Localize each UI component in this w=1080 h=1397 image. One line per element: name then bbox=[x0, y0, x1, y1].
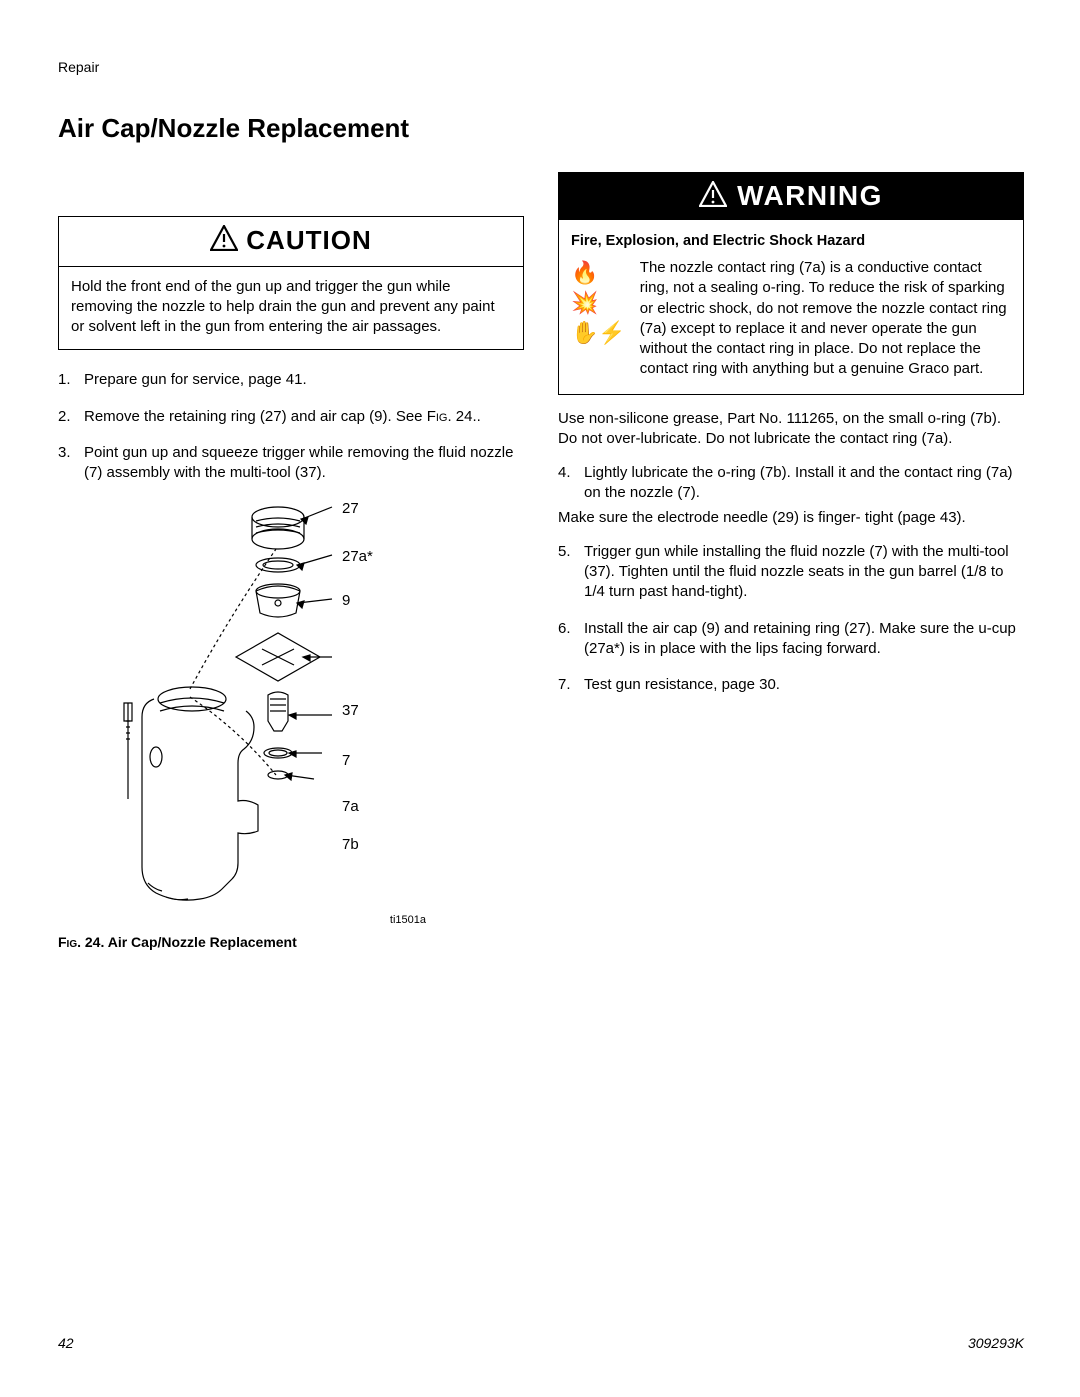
warning-box: WARNING Fire, Explosion, and Electric Sh… bbox=[558, 172, 1024, 395]
warning-triangle-icon bbox=[699, 179, 727, 217]
step-1: Prepare gun for service, page 41. bbox=[58, 370, 524, 390]
figure-ref: ti1501a bbox=[390, 913, 426, 928]
caution-title: CAUTION bbox=[246, 225, 371, 255]
lubrication-note: Use non-silicone grease, Part No. 111265… bbox=[558, 409, 1024, 450]
figure-caption: Fig. 24. Air Cap/Nozzle Replacement bbox=[58, 933, 524, 952]
warning-subhead: Fire, Explosion, and Electric Shock Haza… bbox=[559, 220, 1023, 258]
caution-header: CAUTION bbox=[59, 217, 523, 267]
caution-body: Hold the front end of the gun up and tri… bbox=[59, 267, 523, 350]
callout-37: 37 bbox=[342, 701, 359, 721]
warning-triangle-icon bbox=[210, 225, 238, 260]
right-column: WARNING Fire, Explosion, and Electric Sh… bbox=[558, 172, 1024, 952]
warning-title: WARNING bbox=[737, 180, 883, 211]
callout-9: 9 bbox=[342, 591, 350, 611]
doc-number: 309293K bbox=[968, 1334, 1024, 1353]
left-column: CAUTION Hold the front end of the gun up… bbox=[58, 172, 524, 952]
step-4: Lightly lubricate the o-ring (7b). Insta… bbox=[558, 463, 1024, 504]
page-footer: 42 309293K bbox=[58, 1334, 1024, 1353]
warning-text: The nozzle contact ring (7a) is a conduc… bbox=[640, 258, 1011, 380]
step-3: Point gun up and squeeze trigger while r… bbox=[58, 443, 524, 484]
left-steps: Prepare gun for service, page 41. Remove… bbox=[58, 370, 524, 483]
callout-27: 27 bbox=[342, 499, 359, 519]
step-6: Install the air cap (9) and retaining ri… bbox=[558, 619, 1024, 660]
page-title: Air Cap/Nozzle Replacement bbox=[58, 111, 1024, 146]
figure-24: 27 27a* 9 37 7 7a 7b ti1501a bbox=[58, 499, 524, 929]
callout-7b: 7b bbox=[342, 835, 359, 855]
hazard-icons: 🔥 💥 ✋⚡ bbox=[571, 258, 626, 380]
step-4-note: Make sure the electrode needle (29) is f… bbox=[558, 508, 1024, 528]
step-5: Trigger gun while installing the fluid n… bbox=[558, 542, 1024, 603]
right-steps: Lightly lubricate the o-ring (7b). Insta… bbox=[558, 463, 1024, 504]
step-7: Test gun resistance, page 30. bbox=[558, 675, 1024, 695]
page-number: 42 bbox=[58, 1334, 74, 1353]
explosion-icon: 💥 bbox=[571, 292, 626, 314]
section-label: Repair bbox=[58, 58, 1024, 77]
fire-icon: 🔥 bbox=[571, 262, 626, 284]
warning-header: WARNING bbox=[559, 173, 1023, 221]
electric-shock-icon: ✋⚡ bbox=[571, 322, 626, 344]
right-steps-cont: Trigger gun while installing the fluid n… bbox=[558, 542, 1024, 696]
callout-7a: 7a bbox=[342, 797, 359, 817]
caution-box: CAUTION Hold the front end of the gun up… bbox=[58, 216, 524, 350]
callout-7: 7 bbox=[342, 751, 350, 771]
step-2: Remove the retaining ring (27) and air c… bbox=[58, 407, 524, 427]
callout-27a: 27a* bbox=[342, 547, 373, 567]
